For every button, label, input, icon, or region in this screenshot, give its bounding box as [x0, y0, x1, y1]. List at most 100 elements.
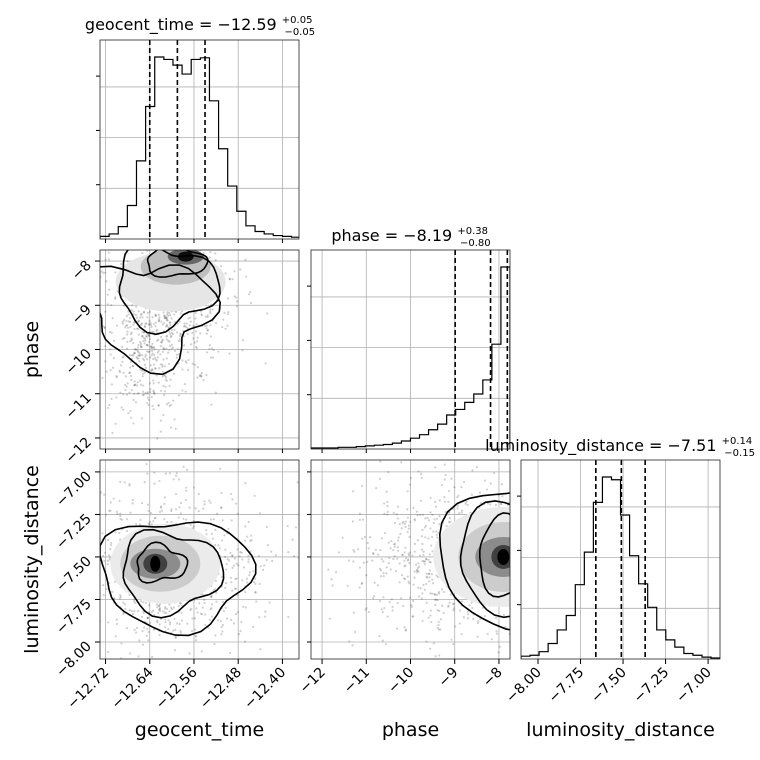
sample-point: [145, 462, 148, 466]
sample-point: [160, 505, 163, 508]
sample-point: [200, 374, 203, 377]
panel-frame: [520, 459, 721, 660]
sample-point: [90, 614, 92, 616]
sample-point: [390, 598, 393, 601]
sample-point: [214, 321, 218, 325]
sample-point: [166, 313, 169, 316]
sample-point: [292, 555, 296, 558]
sample-point: [165, 316, 168, 319]
sample-point: [183, 324, 186, 327]
sample-point: [153, 246, 155, 248]
sample-point: [421, 542, 424, 546]
sample-point: [169, 332, 172, 335]
sample-point: [425, 601, 428, 604]
sample-point: [109, 368, 112, 372]
sample-point: [291, 538, 294, 541]
sample-point: [126, 333, 129, 336]
sample-point: [133, 392, 136, 396]
y-tick-label: −12: [63, 434, 95, 466]
sample-point: [163, 496, 166, 499]
sample-point: [529, 599, 531, 601]
sample-point: [102, 583, 105, 587]
sample-point: [168, 603, 171, 606]
sample-point: [17, 652, 19, 654]
sample-point: [413, 542, 417, 545]
sample-point: [173, 328, 176, 331]
sample-point: [129, 320, 132, 323]
sample-point: [146, 333, 149, 336]
sample-point: [541, 525, 543, 527]
sample-point: [241, 579, 244, 582]
sample-point: [228, 278, 231, 281]
sample-point: [207, 225, 209, 227]
sample-point: [104, 360, 107, 363]
sample-point: [230, 618, 233, 622]
sample-point: [535, 545, 537, 547]
sample-point: [535, 559, 537, 561]
sample-point: [151, 213, 153, 215]
sample-point: [187, 358, 190, 362]
sample-point: [202, 507, 205, 510]
sample-point: [220, 575, 223, 578]
sample-point: [173, 320, 177, 324]
sample-point: [438, 515, 441, 518]
sample-point: [378, 599, 382, 603]
sample-point: [137, 319, 140, 322]
sample-point: [183, 322, 186, 325]
sample-point: [447, 605, 450, 608]
sample-point: [552, 569, 554, 571]
sample-point: [513, 588, 515, 590]
sample-point: [146, 616, 149, 619]
sample-point: [106, 559, 109, 562]
sample-point: [143, 626, 146, 629]
sample-point: [119, 364, 123, 367]
sample-point: [140, 312, 143, 316]
sample-point: [118, 369, 121, 372]
sample-point: [364, 608, 367, 611]
sample-point: [185, 489, 188, 492]
sample-point: [557, 489, 559, 491]
sample-point: [500, 502, 503, 506]
sample-point: [180, 139, 182, 141]
sample-point: [347, 559, 351, 562]
sample-point: [514, 622, 516, 624]
sample-point: [141, 335, 144, 338]
sample-point: [204, 117, 206, 119]
sample-point: [123, 481, 126, 484]
sample-point: [129, 652, 132, 655]
sample-point: [114, 635, 117, 638]
sample-point: [476, 635, 479, 638]
sample-point: [375, 487, 378, 490]
sample-point: [147, 509, 150, 513]
sample-point: [158, 623, 161, 626]
sample-point: [511, 559, 513, 561]
sample-point: [385, 572, 388, 575]
sample-point: [163, 393, 166, 397]
sample-point: [178, 506, 181, 509]
sample-point: [165, 612, 168, 615]
sample-point: [188, 324, 191, 327]
sample-point: [228, 352, 231, 355]
sample-point: [170, 509, 173, 513]
sample-point: [194, 330, 197, 333]
sample-point: [513, 525, 515, 527]
sample-point: [140, 322, 143, 325]
sample-point: [152, 346, 155, 349]
sample-point: [101, 376, 104, 380]
sample-point: [158, 608, 161, 611]
sample-point: [122, 612, 125, 616]
histogram-phase: [311, 266, 510, 449]
sample-point: [592, 565, 594, 567]
sample-point: [397, 549, 400, 552]
sample-point: [432, 642, 435, 645]
sample-point: [450, 477, 453, 480]
sample-point: [126, 382, 129, 385]
sample-point: [514, 541, 516, 543]
sample-point: [549, 543, 551, 545]
sample-point: [511, 548, 513, 550]
sample-point: [534, 580, 536, 582]
sample-point: [518, 587, 520, 589]
sample-point: [393, 555, 396, 558]
sample-point: [129, 374, 133, 377]
